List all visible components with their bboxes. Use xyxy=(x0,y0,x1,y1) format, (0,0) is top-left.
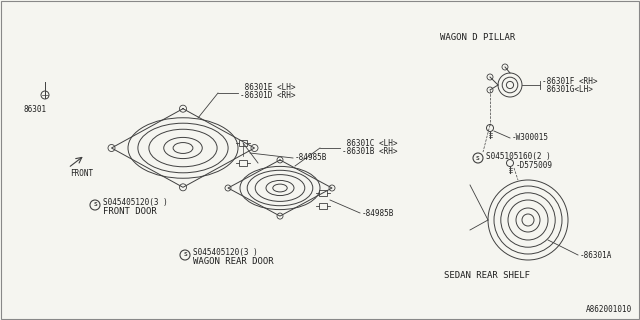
Text: -84985B: -84985B xyxy=(362,209,394,218)
Text: -D575009: -D575009 xyxy=(516,162,553,171)
Text: 86301C <LH>: 86301C <LH> xyxy=(342,139,397,148)
Text: S: S xyxy=(93,203,97,207)
Bar xyxy=(239,160,247,166)
Text: S: S xyxy=(183,252,187,258)
Text: S045105160(2 ): S045105160(2 ) xyxy=(486,151,551,161)
Text: FRONT DOOR: FRONT DOOR xyxy=(103,206,157,215)
Text: -86301F <RH>: -86301F <RH> xyxy=(542,77,598,86)
Text: S045405120(3 ): S045405120(3 ) xyxy=(103,198,168,207)
Text: WAGON REAR DOOR: WAGON REAR DOOR xyxy=(193,257,274,266)
Text: -W300015: -W300015 xyxy=(512,133,549,142)
Text: WAGON D PILLAR: WAGON D PILLAR xyxy=(440,34,515,43)
Bar xyxy=(319,190,327,196)
Text: 86301G<LH>: 86301G<LH> xyxy=(542,85,593,94)
Text: FRONT: FRONT xyxy=(70,169,93,178)
Text: -86301D <RH>: -86301D <RH> xyxy=(240,92,296,100)
Text: S045405120(3 ): S045405120(3 ) xyxy=(193,249,258,258)
Text: 86301: 86301 xyxy=(24,106,47,115)
Text: SEDAN REAR SHELF: SEDAN REAR SHELF xyxy=(444,270,530,279)
Text: S: S xyxy=(476,156,480,161)
Text: -86301A: -86301A xyxy=(580,251,612,260)
Bar xyxy=(239,140,247,146)
Bar xyxy=(319,203,327,209)
Text: A862001010: A862001010 xyxy=(586,305,632,314)
Text: 86301E <LH>: 86301E <LH> xyxy=(240,84,296,92)
Text: -86301B <RH>: -86301B <RH> xyxy=(342,147,397,156)
Text: -84985B: -84985B xyxy=(295,154,328,163)
